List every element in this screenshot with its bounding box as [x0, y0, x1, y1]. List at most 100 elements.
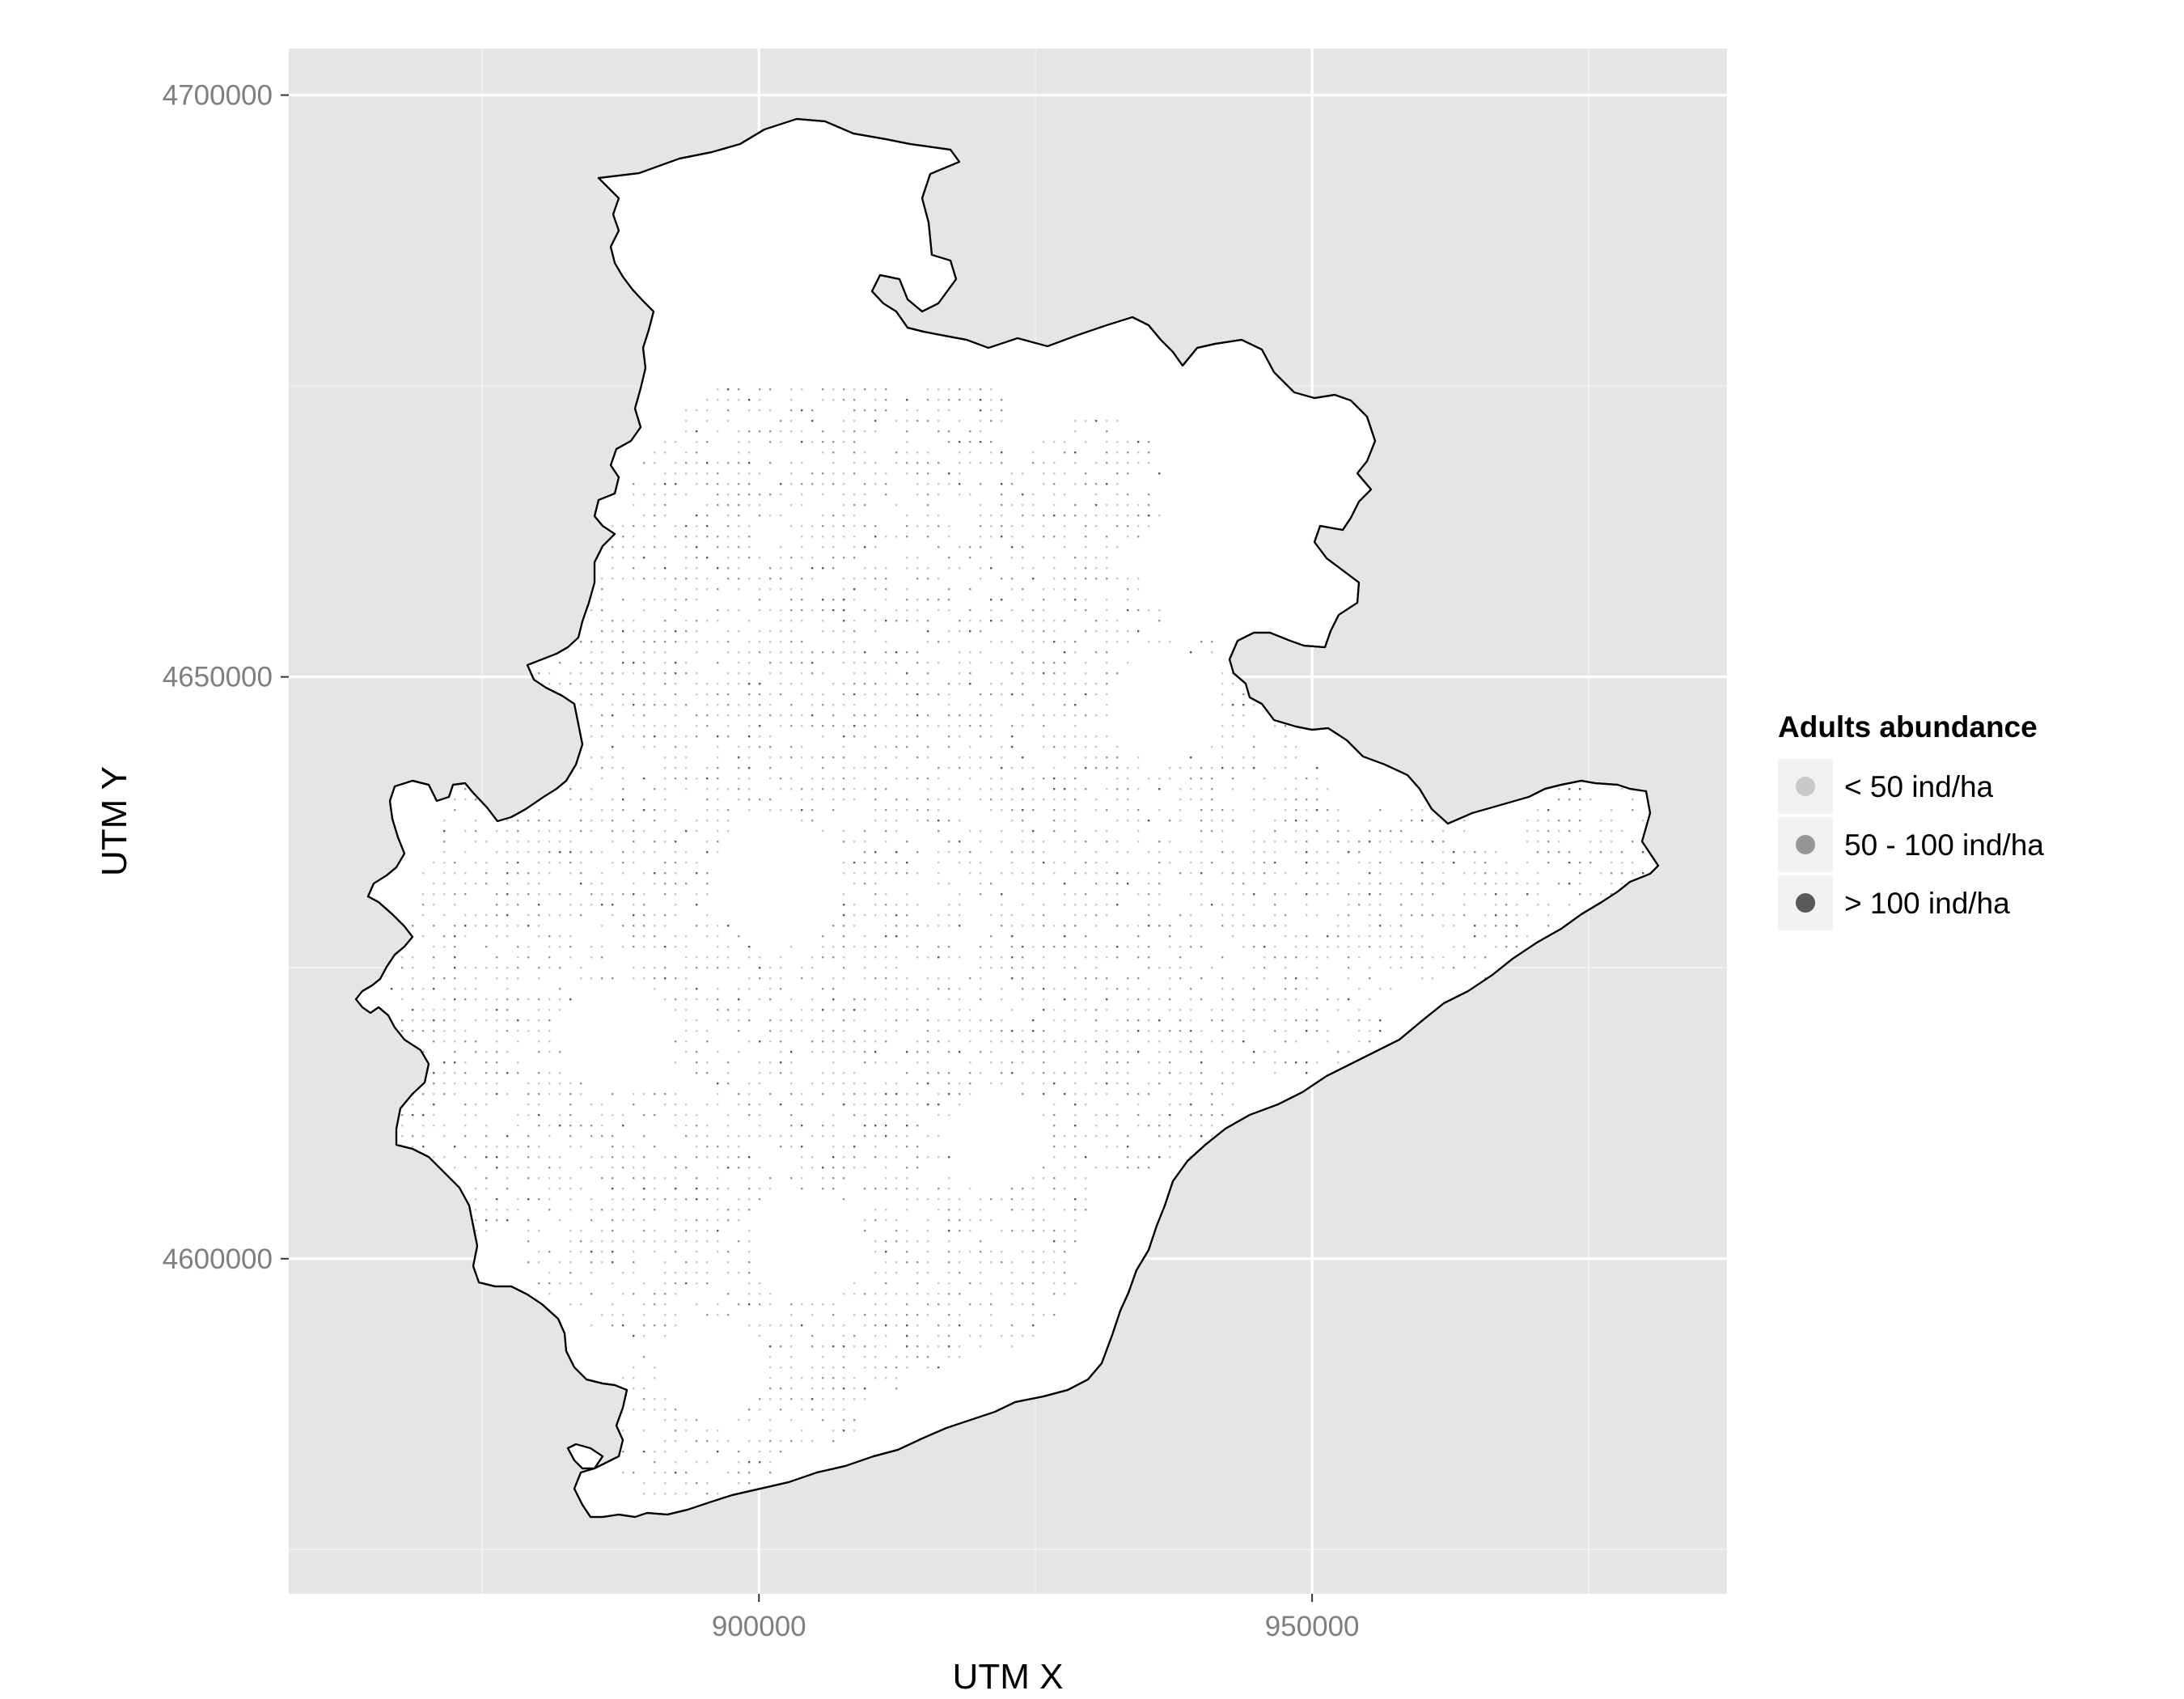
- abundance-point: [1001, 799, 1003, 801]
- abundance-point: [633, 820, 635, 822]
- abundance-point: [1011, 1293, 1014, 1295]
- abundance-point: [1453, 946, 1455, 948]
- abundance-point: [790, 1114, 793, 1116]
- abundance-point: [1074, 641, 1077, 643]
- abundance-point: [464, 893, 467, 896]
- abundance-point: [1095, 1167, 1098, 1169]
- abundance-point: [1032, 672, 1035, 675]
- abundance-point: [843, 788, 845, 790]
- abundance-point: [895, 1324, 898, 1327]
- abundance-point: [1106, 767, 1108, 769]
- abundance-point: [969, 977, 971, 980]
- abundance-point: [990, 967, 993, 969]
- abundance-point: [906, 1335, 908, 1337]
- abundance-point: [1474, 893, 1476, 896]
- abundance-point: [874, 1377, 877, 1379]
- abundance-point: [622, 925, 624, 927]
- abundance-point: [590, 1293, 593, 1295]
- abundance-point: [1369, 977, 1371, 980]
- abundance-point: [1043, 683, 1045, 685]
- abundance-point: [759, 1461, 761, 1464]
- abundance-point: [580, 883, 582, 885]
- abundance-point: [738, 472, 740, 475]
- abundance-point: [738, 546, 740, 549]
- abundance-point: [916, 946, 919, 948]
- abundance-point: [916, 578, 919, 580]
- abundance-point: [706, 799, 709, 801]
- abundance-point: [738, 756, 740, 759]
- abundance-point: [1158, 1051, 1161, 1053]
- abundance-point: [748, 693, 751, 696]
- abundance-point: [1074, 872, 1077, 875]
- abundance-point: [874, 399, 877, 401]
- abundance-point: [843, 725, 845, 727]
- abundance-point: [1505, 883, 1508, 885]
- abundance-point: [685, 1135, 688, 1138]
- abundance-point: [1200, 946, 1203, 948]
- abundance-point: [811, 977, 814, 980]
- abundance-point: [1074, 1156, 1077, 1159]
- abundance-point: [1043, 1230, 1045, 1232]
- abundance-point: [1348, 893, 1350, 896]
- abundance-point: [738, 988, 740, 990]
- abundance-point: [801, 1303, 803, 1306]
- abundance-point: [853, 462, 856, 464]
- abundance-point: [1179, 1083, 1182, 1085]
- abundance-point: [895, 914, 898, 917]
- abundance-point: [843, 472, 845, 475]
- abundance-point: [748, 430, 751, 433]
- abundance-point: [1001, 925, 1003, 927]
- abundance-point: [1085, 567, 1087, 570]
- abundance-point: [864, 946, 866, 948]
- abundance-point: [527, 1093, 530, 1095]
- abundance-point: [1053, 1083, 1056, 1085]
- abundance-point: [1095, 620, 1098, 622]
- abundance-point: [717, 462, 719, 464]
- abundance-point: [496, 914, 498, 917]
- abundance-point: [664, 946, 667, 948]
- abundance-point: [1221, 841, 1224, 843]
- abundance-point: [874, 630, 877, 633]
- abundance-point: [801, 1093, 803, 1095]
- abundance-point: [822, 1324, 824, 1327]
- abundance-point: [622, 862, 624, 864]
- abundance-point: [864, 1009, 866, 1011]
- abundance-point: [938, 1209, 940, 1211]
- abundance-point: [1158, 472, 1161, 475]
- abundance-point: [1221, 872, 1224, 875]
- abundance-point: [727, 1019, 730, 1022]
- abundance-point: [759, 977, 761, 980]
- abundance-point: [590, 1125, 593, 1127]
- abundance-point: [1032, 883, 1035, 885]
- abundance-point: [1085, 557, 1087, 559]
- abundance-point: [927, 956, 929, 959]
- abundance-point: [1001, 893, 1003, 896]
- abundance-point: [706, 967, 709, 969]
- abundance-point: [790, 998, 793, 1001]
- abundance-point: [1306, 862, 1308, 864]
- abundance-point: [633, 893, 635, 896]
- abundance-point: [727, 956, 730, 959]
- abundance-point: [1032, 967, 1035, 969]
- abundance-point: [832, 1061, 835, 1064]
- abundance-point: [1232, 820, 1234, 822]
- abundance-point: [906, 862, 908, 864]
- abundance-point: [1074, 904, 1077, 906]
- abundance-point: [569, 1135, 572, 1138]
- abundance-point: [906, 1198, 908, 1201]
- abundance-point: [990, 683, 993, 685]
- abundance-point: [1179, 872, 1182, 875]
- abundance-point: [612, 704, 614, 706]
- abundance-point: [1379, 1019, 1382, 1022]
- abundance-point: [548, 1040, 551, 1043]
- abundance-point: [916, 777, 919, 780]
- abundance-point: [1085, 872, 1087, 875]
- abundance-point: [1221, 672, 1224, 675]
- abundance-point: [685, 862, 688, 864]
- abundance-point: [622, 1472, 624, 1474]
- abundance-point: [654, 525, 656, 527]
- abundance-point: [980, 462, 982, 464]
- abundance-point: [601, 672, 603, 675]
- abundance-point: [1053, 988, 1056, 990]
- abundance-point: [685, 1419, 688, 1421]
